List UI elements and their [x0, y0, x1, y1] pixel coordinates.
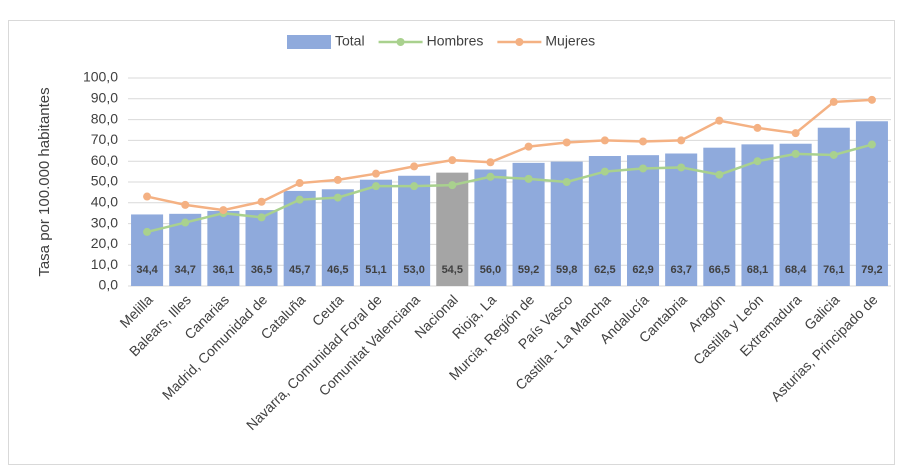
bar — [245, 210, 278, 286]
bar — [474, 169, 507, 286]
point — [295, 195, 304, 204]
data-label: 59,2 — [518, 264, 539, 276]
data-label: 56,0 — [480, 264, 501, 276]
data-label: 53,0 — [403, 264, 424, 276]
data-label: 79,2 — [861, 264, 882, 276]
point — [791, 129, 800, 138]
y-axis-title: Tasa por 100.000 habitantes — [36, 87, 53, 276]
y-tick-label: 80,0 — [91, 110, 118, 126]
point — [219, 206, 228, 215]
bar — [588, 156, 621, 286]
y-tick-label: 70,0 — [91, 131, 118, 147]
bar — [321, 189, 354, 286]
bar — [131, 214, 164, 286]
point — [181, 218, 190, 227]
y-tick-label: 50,0 — [91, 173, 118, 189]
legend-label: Hombres — [427, 33, 484, 49]
point — [333, 175, 342, 184]
y-tick-label: 0,0 — [99, 277, 119, 293]
point — [677, 136, 686, 145]
point — [829, 150, 838, 159]
point — [448, 156, 457, 165]
point — [448, 181, 457, 190]
data-label: 45,7 — [289, 264, 310, 276]
bar — [512, 162, 545, 286]
bar — [283, 190, 316, 286]
data-label: 51,1 — [365, 264, 386, 276]
point — [524, 142, 533, 151]
point — [562, 178, 571, 186]
point — [639, 164, 648, 173]
point — [753, 123, 762, 132]
point — [600, 167, 609, 176]
data-label: 46,5 — [327, 264, 348, 276]
data-label: 66,5 — [709, 264, 730, 276]
bar — [779, 143, 812, 286]
point — [295, 179, 304, 188]
y-tick-label: 20,0 — [91, 235, 118, 251]
point — [524, 174, 533, 183]
point — [867, 95, 876, 104]
point — [257, 197, 266, 206]
bar — [436, 172, 469, 286]
point — [867, 140, 876, 149]
y-tick-label: 60,0 — [91, 152, 118, 168]
y-tick-label: 90,0 — [91, 90, 118, 106]
point — [143, 192, 152, 201]
point — [715, 116, 724, 125]
point — [486, 158, 495, 167]
data-label: 59,8 — [556, 264, 577, 276]
y-tick-label: 30,0 — [91, 214, 118, 230]
data-label: 62,9 — [632, 264, 653, 276]
point — [371, 169, 380, 178]
bar — [627, 155, 660, 286]
legend-swatch — [515, 38, 524, 46]
point — [639, 137, 648, 146]
data-label: 36,1 — [213, 264, 234, 276]
point — [829, 97, 838, 106]
y-tick-label: 100,0 — [83, 69, 118, 85]
data-label: 34,4 — [136, 264, 158, 276]
point — [562, 138, 571, 147]
bar — [665, 153, 698, 286]
point — [677, 163, 686, 172]
data-label: 36,5 — [251, 264, 272, 276]
data-label: 68,4 — [785, 264, 807, 276]
data-label: 54,5 — [442, 264, 463, 276]
point — [333, 193, 342, 202]
point — [257, 213, 266, 222]
point — [371, 182, 380, 191]
legend-label: Total — [335, 33, 365, 49]
point — [410, 182, 419, 191]
bar — [207, 210, 240, 286]
point — [791, 149, 800, 158]
bar — [741, 144, 774, 286]
legend-label: Mujeres — [545, 33, 595, 49]
bar — [398, 175, 431, 286]
y-tick-label: 10,0 — [91, 256, 118, 272]
bar — [359, 179, 392, 286]
point — [753, 157, 762, 166]
data-label: 76,1 — [823, 264, 844, 276]
point — [181, 200, 190, 209]
data-label: 34,7 — [175, 264, 196, 276]
data-label: 68,1 — [747, 264, 768, 276]
point — [600, 136, 609, 145]
legend-swatch — [396, 38, 405, 46]
data-label: 62,5 — [594, 264, 615, 276]
point — [715, 170, 724, 179]
point — [486, 172, 495, 181]
data-label: 63,7 — [670, 264, 691, 276]
y-tick-label: 40,0 — [91, 194, 118, 210]
point — [143, 227, 152, 236]
line — [146, 143, 873, 234]
line — [146, 98, 872, 212]
legend-swatch — [287, 35, 331, 49]
point — [410, 162, 419, 171]
